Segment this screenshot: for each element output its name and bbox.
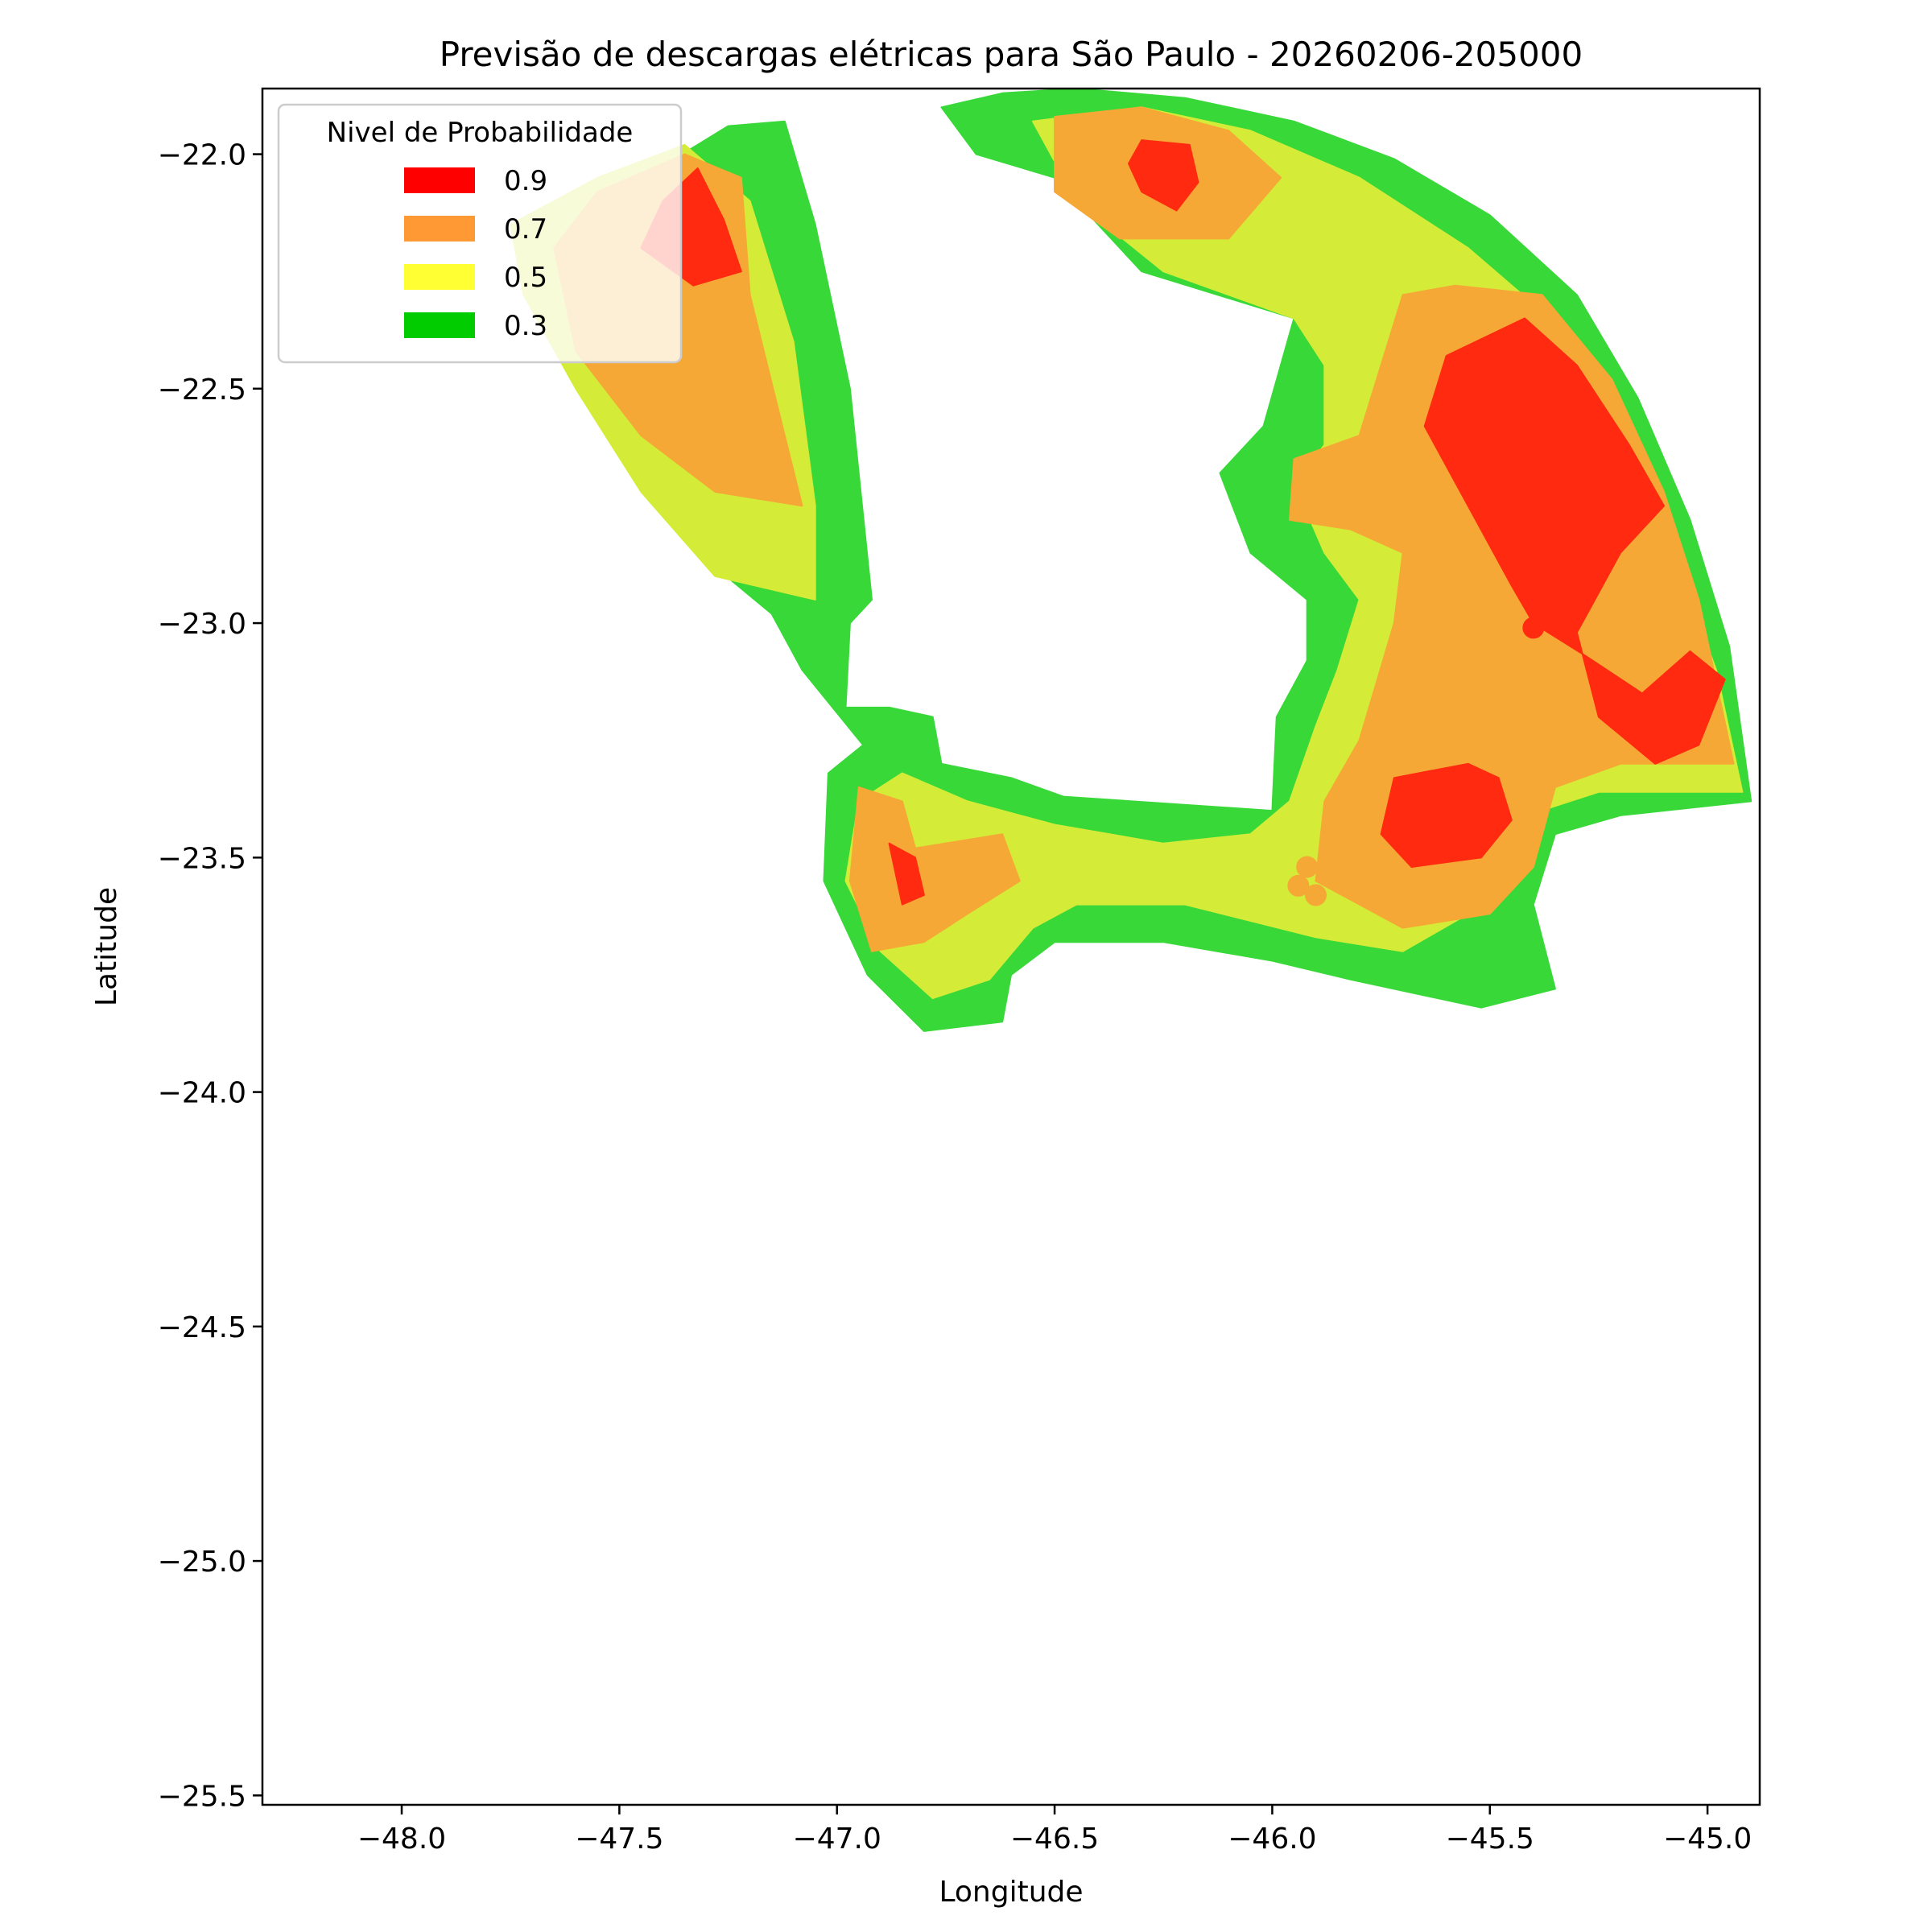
y-axis-label: Latitude	[90, 887, 123, 1006]
y-tick-label: −24.0	[158, 1077, 246, 1110]
x-tick-label: −45.5	[1446, 1823, 1534, 1856]
legend-entries: 0.9 0.7 0.5 0.3	[404, 165, 547, 342]
lightning-marker-4	[1304, 884, 1327, 906]
legend-label-03: 0.3	[504, 310, 547, 342]
contour-09-region-5	[888, 842, 925, 906]
legend-swatch-07	[404, 216, 475, 242]
y-tick-label: −22.0	[158, 139, 246, 172]
axes-frame	[261, 87, 1761, 1806]
legend-box	[277, 103, 683, 364]
contour-09-region-4	[1380, 762, 1513, 868]
legend-swatch-03	[404, 312, 475, 338]
legend-swatch-09	[404, 167, 475, 193]
chart-title: Previsão de descargas elétricas para São…	[440, 35, 1583, 74]
contour-09-region-3	[1423, 317, 1726, 765]
y-tick-label: −25.0	[158, 1546, 246, 1579]
contour-09-region-2	[1128, 139, 1199, 212]
legend-label-05: 0.5	[504, 262, 547, 294]
x-tick-label: −45.0	[1663, 1823, 1752, 1856]
y-tick-label: −24.5	[158, 1311, 246, 1344]
legend: Nivel de Probabilidade 0.9 0.7 0.5 0.3	[277, 103, 683, 364]
y-tick-label: −23.0	[158, 608, 246, 641]
x-tick-label: −46.0	[1228, 1823, 1316, 1856]
lightning-marker-3	[1287, 874, 1310, 897]
legend-title: Nivel de Probabilidade	[327, 117, 634, 149]
x-axis-label: Longitude	[939, 1876, 1083, 1909]
lightning-marker-1	[1522, 617, 1545, 639]
y-tick-label: −25.5	[158, 1780, 246, 1813]
x-tick-label: −48.0	[357, 1823, 446, 1856]
contour-07-region-4	[848, 786, 1021, 952]
lightning-markers	[1287, 617, 1545, 906]
y-axis: −22.0 −22.5 −23.0 −23.5 −24.0 −24.5 −25.0 −25.5	[158, 139, 262, 1813]
y-tick-label: −23.5	[158, 842, 246, 875]
x-tick-label: −47.0	[793, 1823, 881, 1856]
lightning-marker-2	[1296, 856, 1319, 878]
legend-label-09: 0.9	[504, 165, 547, 197]
x-tick-label: −46.5	[1010, 1823, 1099, 1856]
y-tick-label: −22.5	[158, 374, 246, 407]
x-tick-label: −47.5	[575, 1823, 663, 1856]
legend-swatch-05	[404, 264, 475, 290]
x-axis: −48.0 −47.5 −47.0 −46.5 −46.0 −45.5 −45.0	[357, 1805, 1752, 1856]
legend-label-07: 0.7	[504, 213, 547, 246]
